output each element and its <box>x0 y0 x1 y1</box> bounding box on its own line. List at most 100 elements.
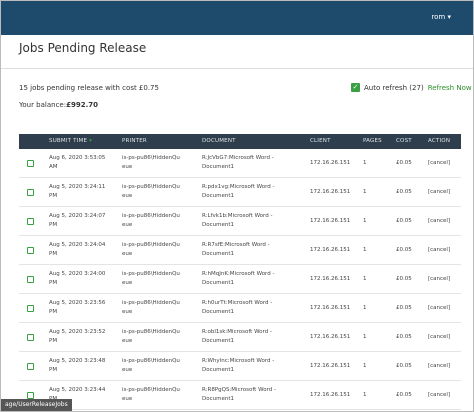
job-icon-cell <box>27 294 34 322</box>
printer: is-ps-pu86\HiddenQueue <box>122 184 180 199</box>
client: 172.16.26.151 <box>310 159 351 166</box>
submit-time: Aug 6, 2020 3:53:05 AM <box>49 155 106 170</box>
job-icon <box>27 275 34 283</box>
client: 172.16.26.151 <box>310 391 351 398</box>
pages: 1 <box>363 217 367 224</box>
pages: 1 <box>363 275 367 282</box>
job-icon <box>27 159 34 167</box>
client: 172.16.26.151 <box>310 333 351 340</box>
table-row: Aug 5, 2020 3:24:04 PM is-ps-pu86\HiddenQ… <box>19 236 461 265</box>
printer: is-ps-pu86\HiddenQueue <box>122 242 180 257</box>
auto-refresh: ✓ Auto refresh (27) Refresh Now <box>351 83 472 92</box>
printer: is-ps-pu86\HiddenQueue <box>122 213 180 228</box>
column-header: COST <box>396 138 412 144</box>
pages: 1 <box>363 188 367 195</box>
document: R:obl1sk:Microsoft Word - Document1 <box>202 329 272 344</box>
table-row: Aug 5, 2020 3:23:48 PM is-ps-pu86\HiddenQ… <box>19 352 461 381</box>
client: 172.16.26.151 <box>310 362 351 369</box>
pages: 1 <box>363 159 367 166</box>
printer: is-ps-pu86\HiddenQueue <box>122 155 180 170</box>
user-name[interactable]: rom <box>431 13 446 21</box>
submit-time: Aug 5, 2020 3:24:07 PM <box>49 213 106 228</box>
pages: 1 <box>363 304 367 311</box>
action[interactable]: [cancel] <box>428 217 451 224</box>
action[interactable]: [cancel] <box>428 333 451 340</box>
action[interactable]: [cancel] <box>428 246 451 253</box>
job-icon <box>27 391 34 399</box>
client: 172.16.26.151 <box>310 246 351 253</box>
balance-label: Your balance: <box>19 101 67 109</box>
table-row: Aug 5, 2020 3:23:56 PM is-ps-pu86\HiddenQ… <box>19 294 461 323</box>
refresh-now-link[interactable]: Refresh Now <box>427 83 472 92</box>
submit-time: Aug 5, 2020 3:23:48 PM <box>49 358 106 373</box>
pages: 1 <box>363 362 367 369</box>
action[interactable]: [cancel] <box>428 304 451 311</box>
column-header: PRINTER <box>122 138 147 144</box>
balance: Your balance:£992.70 <box>19 101 98 109</box>
client: 172.16.26.151 <box>310 304 351 311</box>
cost: £0.05 <box>396 333 412 340</box>
cost: £0.05 <box>396 362 412 369</box>
action[interactable]: [cancel] <box>428 159 451 166</box>
cost: £0.05 <box>396 391 412 398</box>
job-icon-cell <box>27 381 34 409</box>
checkbox[interactable]: ✓ <box>351 83 360 92</box>
document: R:pdx1vg:Microsoft Word - Document1 <box>202 184 275 199</box>
client: 172.16.26.151 <box>310 188 351 195</box>
cost: £0.05 <box>396 188 412 195</box>
status-bar: age/UserReleaseJobs <box>1 399 72 411</box>
table-row: Aug 5, 2020 3:23:44 PMis-ps-pu86\HiddenQ… <box>19 381 461 410</box>
table-row: Aug 5, 2020 3:24:11 PM is-ps-pu86\HiddenQ… <box>19 178 461 207</box>
job-icon <box>27 362 34 370</box>
table-header: SUBMIT TIME ▾ PRINTER DOCUMENT CLIENT PAGES C… <box>19 134 461 149</box>
document: R:Whylnc:Microsoft Word - Document1 <box>202 358 275 373</box>
job-icon-cell <box>27 149 34 177</box>
auto-refresh-label: Auto refresh (27) <box>364 83 424 92</box>
job-icon-cell <box>27 207 34 235</box>
printer: is-ps-pu86\HiddenQueue <box>122 387 180 402</box>
divider <box>1 68 473 69</box>
summary: 15 jobs pending release with cost £0.75 <box>19 84 159 92</box>
pages: 1 <box>363 246 367 253</box>
table-row: Aug 5, 2020 3:24:00 PM is-ps-pu86\HiddenQ… <box>19 265 461 294</box>
cost: £0.05 <box>396 159 412 166</box>
table-row: Aug 5, 2020 3:23:52 PM is-ps-pu86\HiddenQ… <box>19 323 461 352</box>
document: R:Lfvk1b:Microsoft Word - Document1 <box>202 213 273 228</box>
column-header: ACTION <box>428 138 451 144</box>
action[interactable]: [cancel] <box>428 275 451 282</box>
document: R:JcVbG7:Microsoft Word - Document1 <box>202 155 274 170</box>
balance-value: £992.70 <box>66 101 98 109</box>
cost: £0.05 <box>396 304 412 311</box>
top-bar: rom ▾ <box>1 1 473 35</box>
action[interactable]: [cancel] <box>428 188 451 195</box>
client: 172.16.26.151 <box>310 217 351 224</box>
column-header[interactable]: SUBMIT TIME ▾ <box>49 138 93 144</box>
action[interactable]: [cancel] <box>428 391 451 398</box>
job-icon-cell <box>27 236 34 264</box>
pages: 1 <box>363 333 367 340</box>
job-icon <box>27 333 34 341</box>
pages: 1 <box>363 391 367 398</box>
column-header: DOCUMENT <box>202 138 236 144</box>
column-header: CLIENT <box>310 138 331 144</box>
job-icon-cell <box>27 352 34 380</box>
sort-indicator: ▾ <box>87 138 93 144</box>
job-icon-cell <box>27 323 34 351</box>
page-title: Jobs Pending Release <box>19 41 147 55</box>
submit-time: Aug 5, 2020 3:23:52 PM <box>49 329 106 344</box>
job-icon <box>27 217 34 225</box>
job-icon <box>27 188 34 196</box>
submit-time: Aug 5, 2020 3:24:00 PM <box>49 271 106 286</box>
user-menu[interactable]: rom ▾ <box>431 13 451 21</box>
job-icon <box>27 304 34 312</box>
cost: £0.05 <box>396 275 412 282</box>
job-icon-cell <box>27 178 34 206</box>
submit-time: Aug 5, 2020 3:24:11 PM <box>49 184 106 199</box>
printer: is-ps-pu86\HiddenQueue <box>122 271 180 286</box>
cost: £0.05 <box>396 217 412 224</box>
column-header: PAGES <box>363 138 382 144</box>
document: R:R7sfE:Microsoft Word - Document1 <box>202 242 270 257</box>
submit-time: Aug 5, 2020 3:23:56 PM <box>49 300 106 315</box>
action[interactable]: [cancel] <box>428 362 451 369</box>
